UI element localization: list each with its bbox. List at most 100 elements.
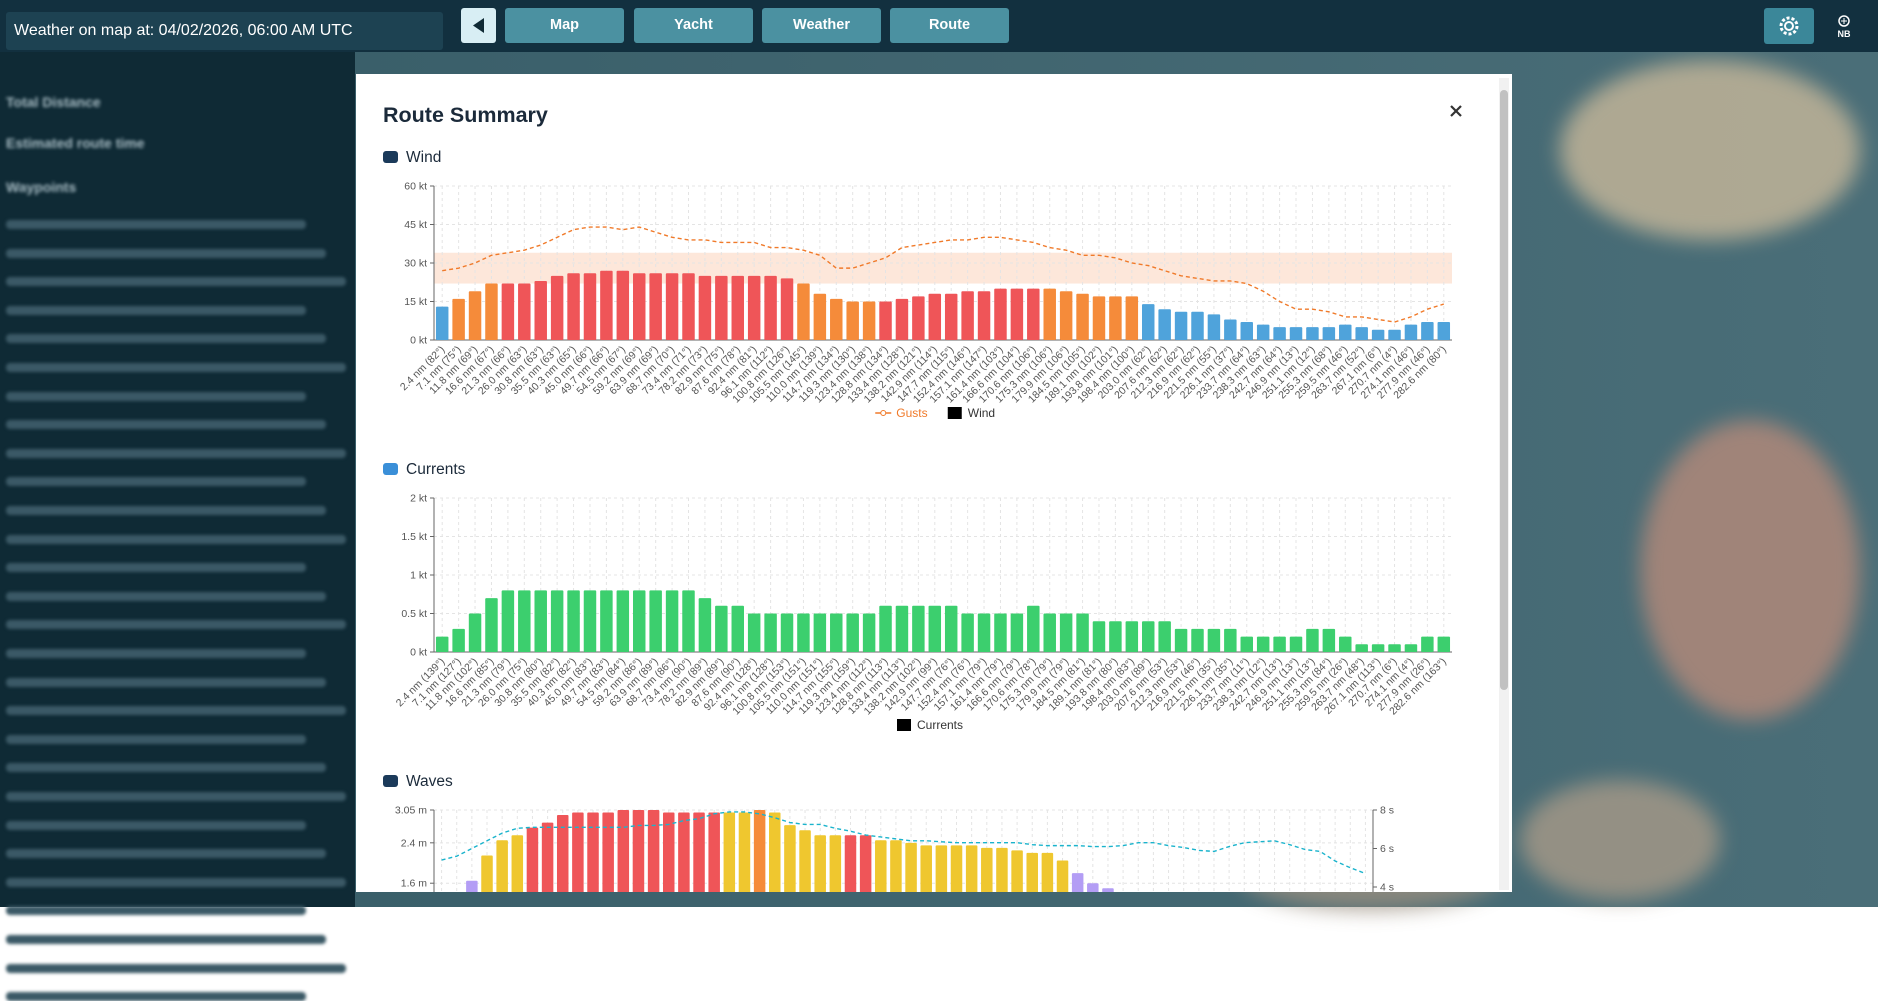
waypoint-row: [6, 906, 306, 915]
bar: [1026, 853, 1038, 892]
y-tick-label: 45 kt: [404, 219, 427, 231]
bar: [1060, 291, 1072, 340]
waypoint-row: [6, 277, 346, 286]
bar: [1102, 888, 1114, 892]
bar: [929, 294, 941, 340]
bar: [863, 302, 875, 341]
waypoint-row: [6, 563, 306, 572]
bar: [961, 614, 973, 653]
legend-swatch: [881, 411, 886, 416]
bar: [830, 835, 842, 892]
bar: [1355, 644, 1367, 652]
bar: [1208, 314, 1220, 340]
bar: [920, 845, 932, 892]
bar: [1042, 853, 1054, 892]
section-title: Waves: [406, 773, 453, 790]
bar: [715, 276, 727, 340]
waypoint-row: [6, 449, 346, 458]
bar: [1011, 850, 1023, 892]
waypoint-row: [6, 792, 346, 801]
waypoint-row: [6, 992, 306, 1001]
nb-icon: [1837, 14, 1851, 28]
section-title: Wind: [406, 149, 441, 166]
bar: [481, 855, 493, 892]
bar: [732, 606, 744, 652]
bar: [1191, 629, 1203, 652]
bar: [512, 835, 524, 892]
bar: [1043, 614, 1055, 653]
bar: [1421, 322, 1433, 340]
bar: [896, 606, 908, 652]
waypoint-row: [6, 878, 346, 887]
y-tick-label: 1.6 m: [401, 878, 428, 890]
back-button[interactable]: [461, 8, 496, 43]
bar: [666, 273, 678, 340]
bar: [739, 813, 751, 892]
bar: [1405, 644, 1417, 652]
waypoint-row: [6, 678, 326, 687]
back-icon: [461, 8, 496, 43]
bar: [724, 813, 736, 892]
y-tick-label: 2 kt: [410, 493, 427, 505]
bar: [1306, 629, 1318, 652]
bar: [485, 284, 497, 340]
y-tick-label: 0 kt: [410, 647, 427, 659]
close-button[interactable]: [1451, 106, 1461, 116]
bar: [682, 273, 694, 340]
settings-button[interactable]: [1764, 8, 1814, 44]
y-tick-label: 60 kt: [404, 181, 427, 193]
bar: [764, 276, 776, 340]
bar: [978, 291, 990, 340]
bar: [732, 276, 744, 340]
bar: [452, 299, 464, 340]
bar: [1323, 327, 1335, 340]
nav-button[interactable]: Map: [505, 8, 624, 43]
bar: [1306, 327, 1318, 340]
section-icon: [383, 463, 398, 475]
bar: [797, 614, 809, 653]
bar: [1257, 325, 1269, 340]
nav-button[interactable]: Yacht: [634, 8, 753, 43]
bar: [436, 307, 448, 340]
bar: [814, 835, 826, 892]
bar: [518, 590, 530, 652]
bar: [452, 629, 464, 652]
bar: [1241, 322, 1253, 340]
legend-swatch: [897, 719, 911, 731]
bar: [648, 810, 660, 892]
bar: [1076, 614, 1088, 653]
waypoint-row: [6, 706, 346, 715]
waypoint-row: [6, 306, 306, 315]
bar: [1175, 312, 1187, 340]
bar: [945, 294, 957, 340]
bar: [699, 598, 711, 652]
bar: [996, 848, 1008, 892]
nav-button[interactable]: Weather: [762, 8, 881, 43]
bar: [485, 598, 497, 652]
bar: [567, 273, 579, 340]
nb-button[interactable]: NB: [1830, 12, 1858, 42]
modal-title: Route Summary: [383, 103, 548, 127]
bar: [764, 614, 776, 653]
sidebar-label: Estimated route time: [6, 135, 144, 151]
bar: [682, 590, 694, 652]
bar: [1175, 629, 1187, 652]
bar: [1057, 860, 1069, 892]
bar: [699, 276, 711, 340]
bar: [748, 276, 760, 340]
bar: [1011, 289, 1023, 340]
sidebar: Total Distance Estimated route time Wayp…: [0, 52, 355, 907]
bar: [1355, 327, 1367, 340]
scrollbar-thumb[interactable]: [1500, 90, 1508, 690]
bar: [1241, 637, 1253, 652]
bar: [784, 825, 796, 892]
bar: [1093, 621, 1105, 652]
nav-button[interactable]: Route: [890, 8, 1009, 43]
nb-label: NB: [1838, 29, 1851, 39]
bar: [994, 289, 1006, 340]
bar: [649, 273, 661, 340]
weather-time: Weather on map at: 04/02/2026, 06:00 AM …: [6, 12, 443, 50]
waypoint-row: [6, 935, 326, 944]
